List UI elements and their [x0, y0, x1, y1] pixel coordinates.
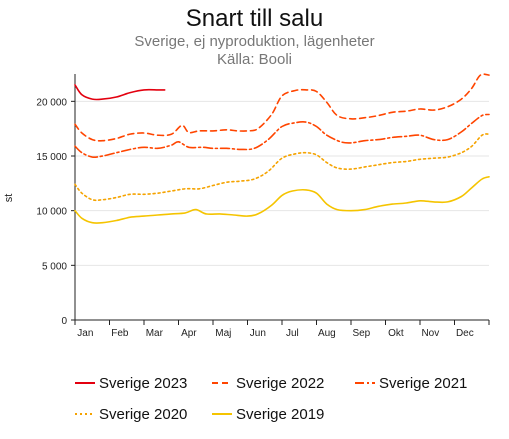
legend: Sverige 2023 Sverige 2022 Sverige 2021 Sver… — [75, 375, 467, 423]
x-tick-label-jun: Jun — [250, 328, 266, 339]
legend-item-sverige-2021: Sverige 2021 — [355, 375, 467, 392]
series-line-sverige-2021 — [74, 113, 490, 159]
chart-title: Snart till salu — [186, 5, 323, 32]
x-tick-label-dec: Dec — [456, 328, 474, 339]
legend-label: Sverige 2022 — [236, 375, 324, 392]
x-tick-label-mar: Mar — [146, 328, 164, 339]
series-line-sverige-2022 — [74, 73, 490, 142]
y-tick-label: 5 000 — [42, 261, 67, 272]
x-tick-marks: Jan Feb Mar Apr Maj Jun Jul Aug Sep Okt Nov Dec — [74, 320, 490, 339]
series-line-sverige-2019 — [74, 176, 490, 224]
legend-label: Sverige 2021 — [379, 375, 467, 392]
grid-lines — [75, 100, 489, 321]
y-tick-label: 0 — [61, 316, 67, 327]
x-tick-label-feb: Feb — [111, 328, 129, 339]
legend-item-sverige-2022: Sverige 2022 — [212, 375, 324, 392]
legend-item-sverige-2019: Sverige 2019 — [212, 406, 324, 423]
legend-label: Sverige 2019 — [236, 406, 324, 423]
x-tick-label-jan: Jan — [77, 328, 93, 339]
y-tick-label: 15 000 — [36, 152, 67, 163]
legend-item-sverige-2020: Sverige 2020 — [75, 406, 187, 423]
series-line-sverige-2020 — [74, 133, 490, 202]
x-tick-label-sep: Sep — [352, 328, 370, 339]
legend-item-sverige-2023: Sverige 2023 — [75, 375, 187, 392]
legend-label: Sverige 2023 — [99, 375, 187, 392]
y-tick-label: 20 000 — [36, 97, 67, 108]
x-tick-label-jul: Jul — [286, 328, 299, 339]
x-tick-label-nov: Nov — [421, 328, 439, 339]
x-tick-label-maj: Maj — [215, 328, 231, 339]
y-axis-label: st — [3, 194, 15, 203]
x-tick-label-aug: Aug — [318, 328, 336, 339]
chart-source: Källa: Booli — [217, 51, 292, 68]
legend-label: Sverige 2020 — [99, 406, 187, 423]
chart-subtitle: Sverige, ej nyproduktion, lägenheter — [134, 33, 374, 50]
series-lines — [74, 73, 490, 224]
x-tick-label-apr: Apr — [181, 328, 197, 339]
x-tick-label-okt: Okt — [388, 328, 404, 339]
series-line-sverige-2023 — [74, 84, 166, 101]
y-tick-label: 10 000 — [36, 207, 67, 218]
